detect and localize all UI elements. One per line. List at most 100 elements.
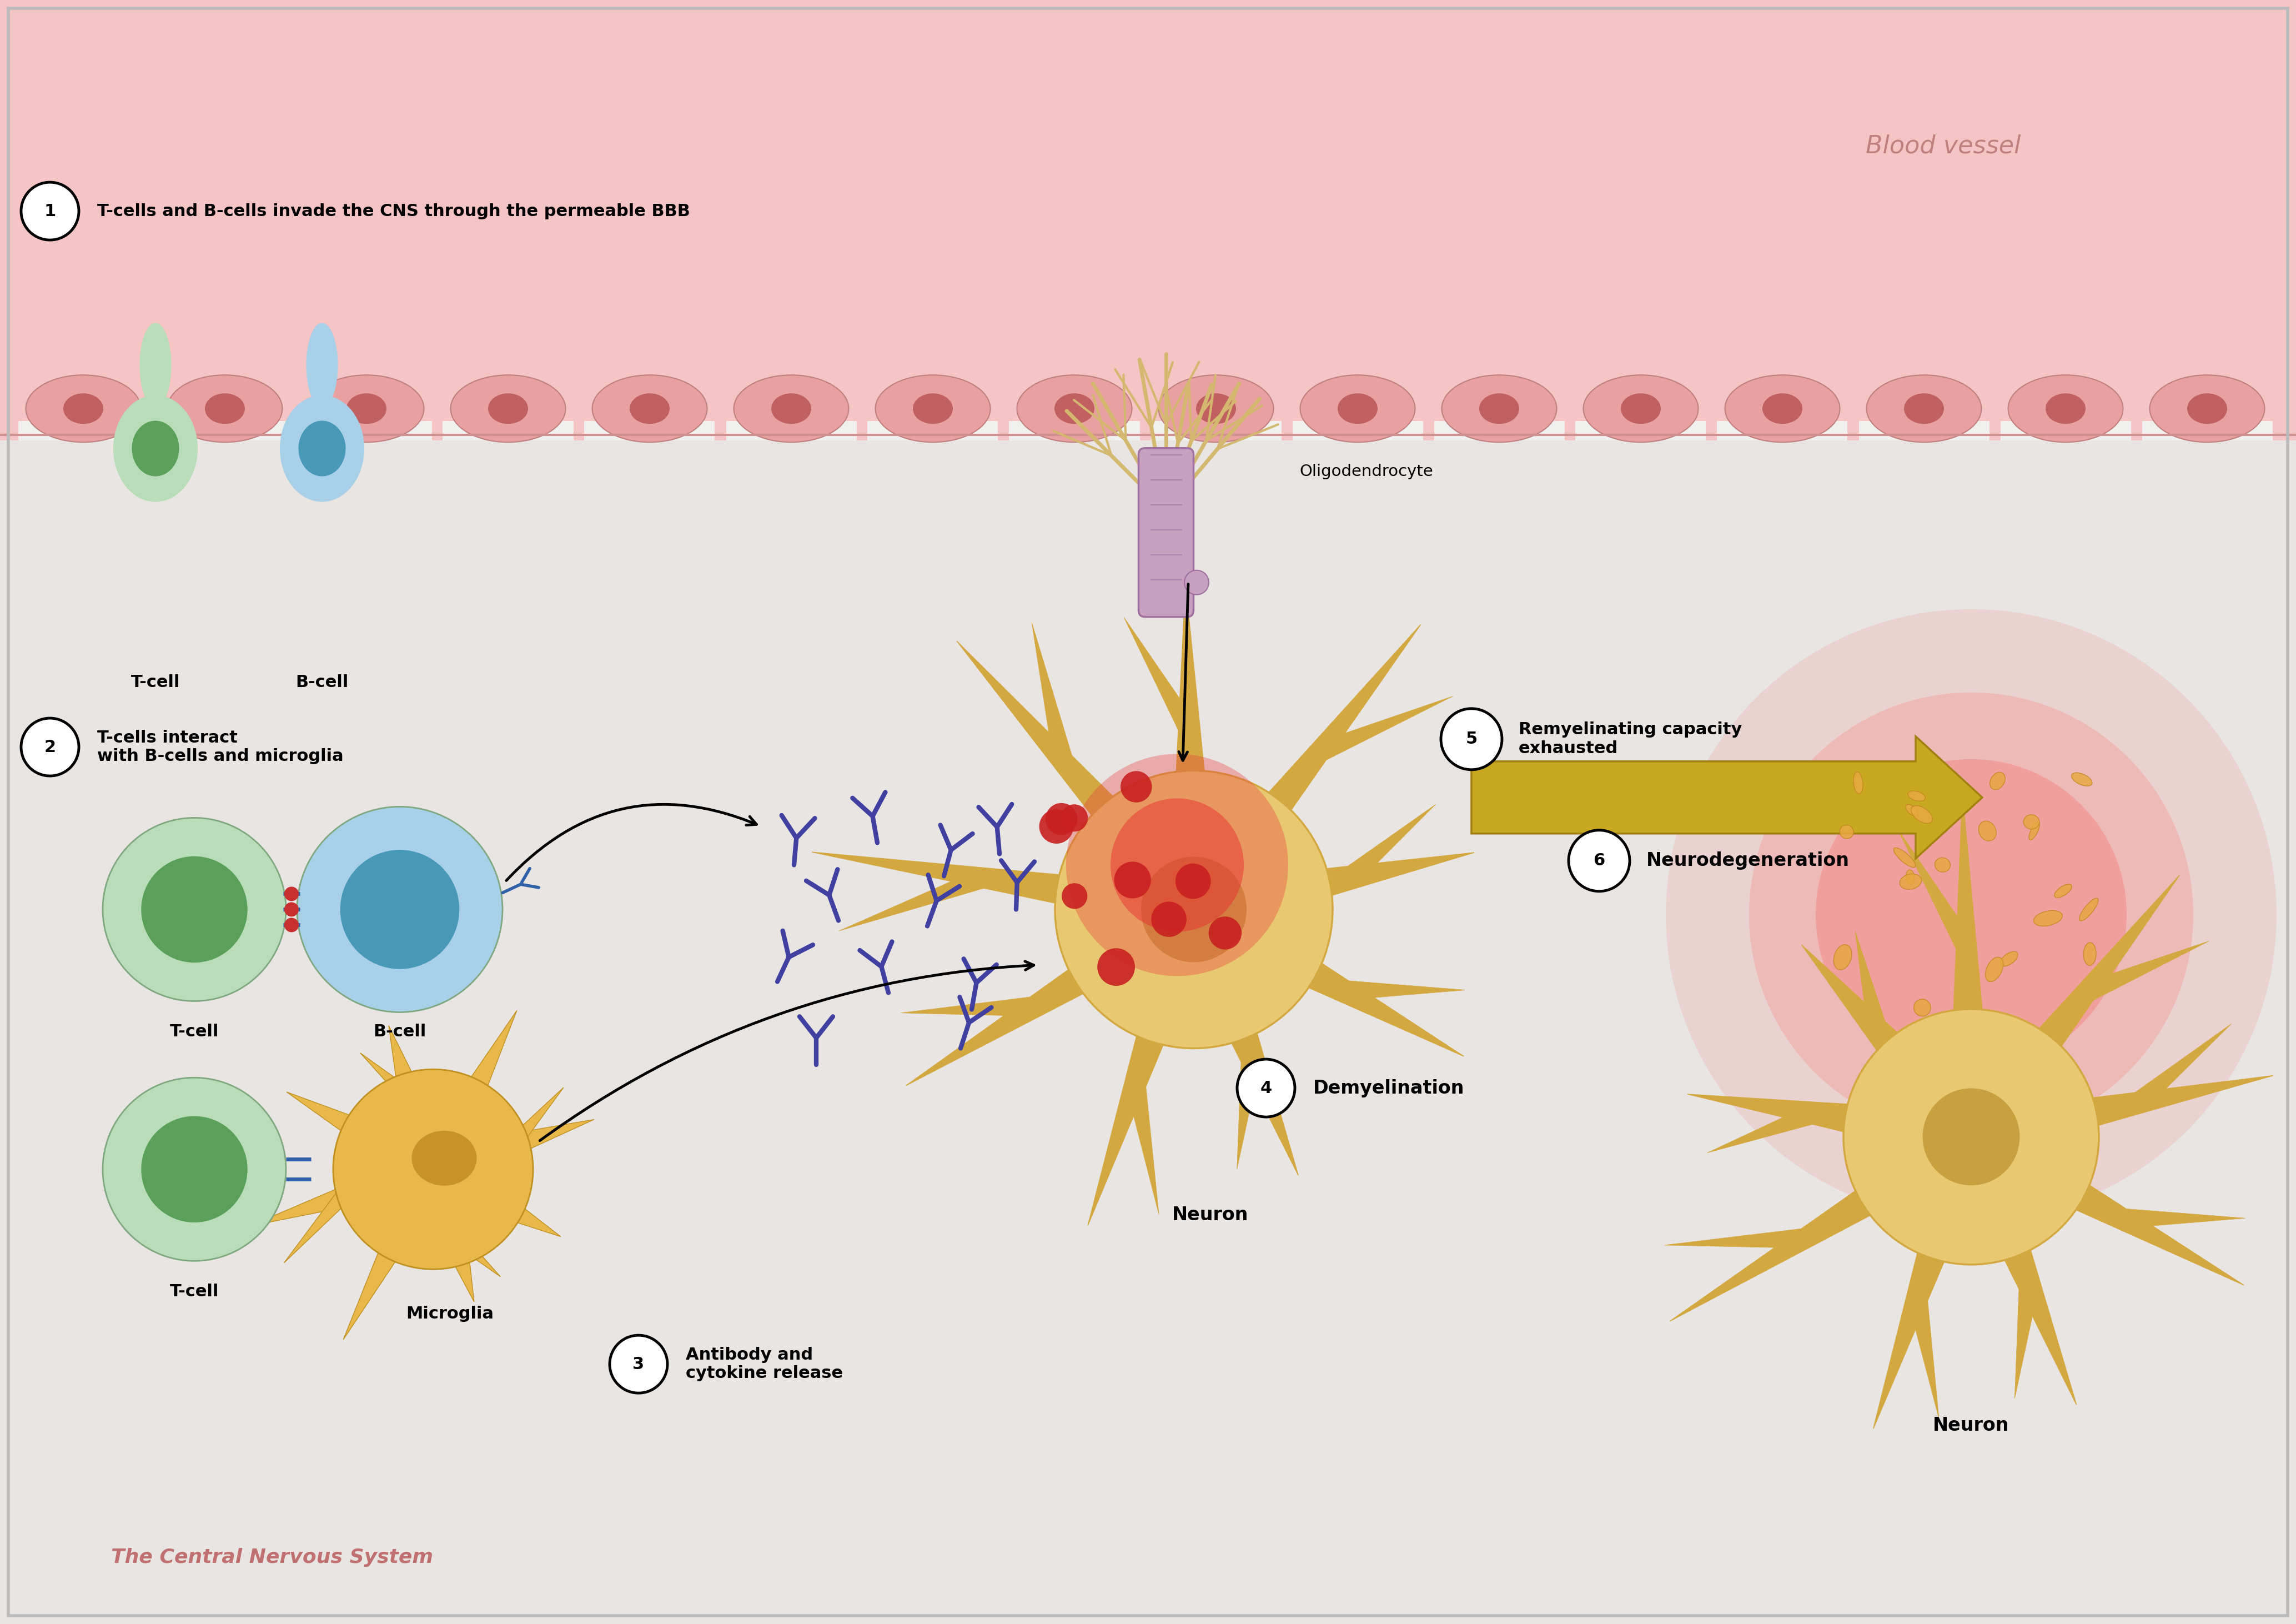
Ellipse shape	[1442, 375, 1557, 442]
Polygon shape	[1341, 804, 1435, 885]
Text: T-cell: T-cell	[170, 1283, 218, 1299]
Text: B-cell: B-cell	[296, 674, 349, 690]
Text: The Central Nervous System: The Central Nervous System	[110, 1548, 434, 1567]
Bar	[726, 421, 856, 440]
Polygon shape	[1031, 622, 1072, 763]
Ellipse shape	[25, 375, 140, 442]
Ellipse shape	[2055, 883, 2071, 898]
Text: Remyelinating capacity
exhausted: Remyelinating capacity exhausted	[1518, 721, 1743, 757]
Circle shape	[140, 1116, 248, 1223]
Polygon shape	[457, 1010, 517, 1109]
Polygon shape	[494, 1194, 560, 1237]
Polygon shape	[445, 1233, 501, 1276]
Ellipse shape	[735, 375, 850, 442]
Polygon shape	[1123, 617, 1199, 736]
Bar	[0, 440, 2296, 1624]
Ellipse shape	[1584, 375, 1699, 442]
Ellipse shape	[2000, 952, 2018, 966]
Polygon shape	[342, 1229, 409, 1340]
Ellipse shape	[2149, 375, 2264, 442]
Polygon shape	[443, 1237, 473, 1302]
Text: Antibody and
cytokine release: Antibody and cytokine release	[687, 1346, 843, 1382]
Ellipse shape	[168, 375, 282, 442]
Circle shape	[103, 1078, 287, 1260]
Bar	[1575, 421, 1706, 440]
Circle shape	[1045, 802, 1077, 835]
Polygon shape	[285, 1189, 344, 1263]
Circle shape	[1176, 864, 1210, 900]
Polygon shape	[1238, 1054, 1261, 1169]
Ellipse shape	[204, 393, 246, 424]
Circle shape	[1238, 1059, 1295, 1117]
Ellipse shape	[1054, 393, 1095, 424]
Text: 5: 5	[1465, 731, 1476, 747]
FancyBboxPatch shape	[1139, 448, 1194, 617]
Polygon shape	[1874, 1234, 1952, 1429]
Polygon shape	[512, 1088, 563, 1153]
Bar	[868, 421, 999, 440]
Ellipse shape	[914, 393, 953, 424]
Polygon shape	[957, 641, 1127, 831]
Text: 3: 3	[634, 1356, 645, 1372]
Polygon shape	[1343, 981, 1465, 1000]
Polygon shape	[1998, 1233, 2076, 1405]
Polygon shape	[813, 853, 1079, 908]
Circle shape	[340, 849, 459, 970]
Polygon shape	[501, 1119, 595, 1160]
Ellipse shape	[1908, 791, 1926, 801]
Ellipse shape	[875, 375, 990, 442]
Circle shape	[1922, 1088, 2020, 1186]
Polygon shape	[1088, 1017, 1171, 1226]
Polygon shape	[2082, 940, 2209, 1002]
Polygon shape	[2060, 1176, 2243, 1285]
Ellipse shape	[2009, 375, 2124, 442]
Bar	[443, 421, 574, 440]
Text: B-cell: B-cell	[374, 1023, 427, 1039]
Ellipse shape	[450, 375, 565, 442]
Text: 2: 2	[44, 739, 55, 755]
Ellipse shape	[2046, 393, 2085, 424]
Polygon shape	[1221, 1013, 1297, 1176]
Polygon shape	[2122, 1208, 2245, 1228]
Text: Oligodendrocyte: Oligodendrocyte	[1300, 463, 1433, 479]
Circle shape	[1816, 758, 2126, 1070]
Ellipse shape	[1986, 957, 2002, 981]
Polygon shape	[388, 1026, 422, 1101]
Bar	[161, 421, 289, 440]
Ellipse shape	[115, 396, 197, 502]
Polygon shape	[1290, 952, 1465, 1056]
Circle shape	[285, 903, 298, 916]
Ellipse shape	[629, 393, 670, 424]
Bar	[2142, 421, 2273, 440]
Text: Microglia: Microglia	[406, 1306, 494, 1322]
Ellipse shape	[2034, 911, 2062, 926]
Circle shape	[1667, 609, 2278, 1220]
Ellipse shape	[1910, 806, 1933, 823]
Text: T-cells and B-cells invade the CNS through the permeable BBB: T-cells and B-cells invade the CNS throu…	[96, 203, 691, 219]
Text: 6: 6	[1593, 853, 1605, 869]
Bar	[0, 0, 2296, 440]
Circle shape	[1141, 857, 1247, 961]
Circle shape	[1054, 771, 1332, 1047]
Bar	[1717, 421, 1848, 440]
Ellipse shape	[140, 323, 170, 408]
Polygon shape	[1855, 931, 1887, 1033]
Polygon shape	[2076, 1075, 2273, 1130]
Text: T-cell: T-cell	[131, 674, 179, 690]
Polygon shape	[1125, 1082, 1159, 1215]
Ellipse shape	[64, 393, 103, 424]
Polygon shape	[907, 958, 1102, 1085]
Ellipse shape	[1196, 393, 1235, 424]
Circle shape	[333, 1069, 533, 1270]
Ellipse shape	[2080, 898, 2099, 921]
Bar	[2000, 421, 2131, 440]
Bar	[1010, 421, 1139, 440]
Ellipse shape	[771, 393, 810, 424]
Ellipse shape	[1339, 393, 1378, 424]
Bar	[1150, 421, 1281, 440]
Polygon shape	[900, 997, 1035, 1017]
Text: T-cells interact
with B-cells and microglia: T-cells interact with B-cells and microg…	[96, 729, 344, 765]
Ellipse shape	[1936, 857, 1949, 872]
Ellipse shape	[131, 421, 179, 476]
Text: Neuron: Neuron	[1173, 1205, 1249, 1224]
